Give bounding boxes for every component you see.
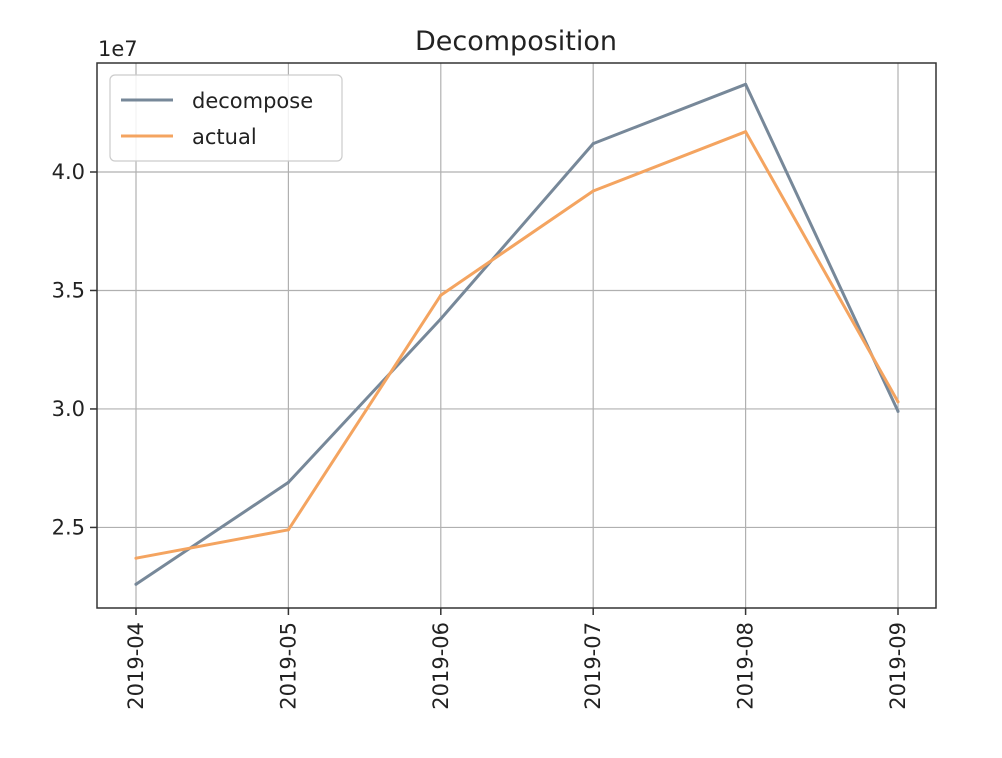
data-point-actual <box>439 293 443 297</box>
y-tick-label: 3.0 <box>52 397 85 421</box>
x-tick-label: 2019-09 <box>886 622 910 710</box>
y-axis-offset-label: 1e7 <box>98 37 138 61</box>
data-point-actual <box>286 528 290 532</box>
x-tick-label: 2019-06 <box>429 622 453 710</box>
data-point-decompose <box>896 409 900 413</box>
series-layer <box>134 82 900 586</box>
x-tick-label: 2019-07 <box>581 622 605 710</box>
data-point-decompose <box>591 142 595 146</box>
y-axis-ticks: 2.5 3.0 3.5 4.0 <box>52 160 97 539</box>
x-tick-label: 2019-04 <box>124 622 148 710</box>
x-axis-ticks: 2019-04 2019-05 2019-06 2019-07 2019-08 2019-… <box>124 608 910 710</box>
data-point-actual <box>896 400 900 404</box>
y-tick-label: 4.0 <box>52 160 85 184</box>
chart-title: Decomposition <box>415 26 617 57</box>
legend: decompose actual <box>109 74 343 162</box>
y-tick-label: 2.5 <box>52 515 85 539</box>
series-line-decompose <box>134 82 900 586</box>
data-point-actual <box>591 189 595 193</box>
data-point-actual <box>744 130 748 134</box>
data-point-decompose <box>286 480 290 484</box>
data-point-decompose <box>439 317 443 321</box>
legend-label-decompose: decompose <box>192 89 313 113</box>
series-line-actual <box>134 130 900 560</box>
x-tick-label: 2019-08 <box>734 622 758 710</box>
y-tick-label: 3.5 <box>52 278 85 302</box>
data-point-actual <box>134 556 138 560</box>
data-point-decompose <box>134 582 138 586</box>
legend-label-actual: actual <box>192 125 257 149</box>
y-gridlines <box>97 171 936 529</box>
data-point-decompose <box>744 82 748 86</box>
legend-box <box>109 74 343 162</box>
x-tick-label: 2019-05 <box>276 622 300 710</box>
plot-frame <box>96 62 937 609</box>
